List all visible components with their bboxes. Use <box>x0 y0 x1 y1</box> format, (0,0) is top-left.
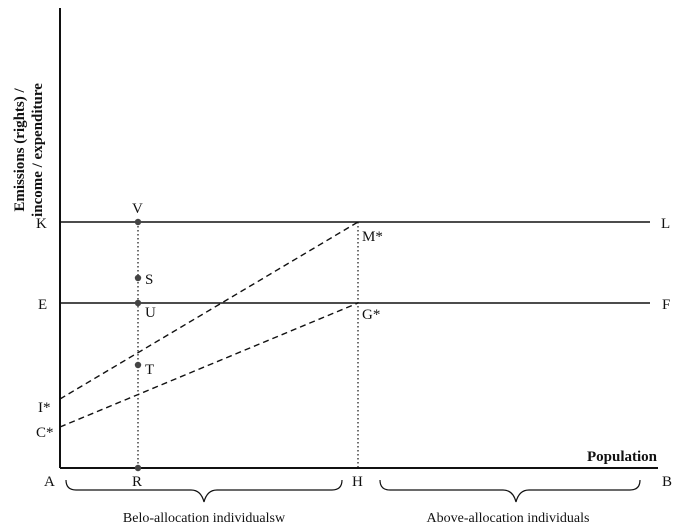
caption-above-allocation: Above-allocation individuals <box>427 511 590 526</box>
label-s: S <box>145 272 153 288</box>
point-t-dot <box>134 361 142 369</box>
point-r-dot <box>134 464 142 472</box>
caption-below-allocation: Belo-allocation individualsw <box>123 511 286 526</box>
dashed-line-i-m <box>59 221 359 400</box>
label-k: K <box>36 216 47 232</box>
label-b: B <box>662 474 672 490</box>
label-e: E <box>38 297 47 313</box>
label-g-star: G* <box>362 307 380 323</box>
y-axis-label-line2: income / expenditure <box>30 83 46 217</box>
dashed-line-c-g <box>59 302 359 428</box>
point-u-dot <box>134 299 142 307</box>
point-s-dot <box>134 274 142 282</box>
label-m-star: M* <box>362 229 383 245</box>
label-l: L <box>661 216 670 232</box>
brace-below-allocation <box>65 479 343 503</box>
label-c-star: C* <box>36 425 54 441</box>
label-h: H <box>352 474 363 490</box>
label-a: A <box>44 474 55 490</box>
point-v-dot <box>134 218 142 226</box>
label-t: T <box>145 362 154 378</box>
x-axis-label: Population <box>587 449 658 465</box>
label-f: F <box>662 297 670 313</box>
label-r: R <box>132 474 142 490</box>
label-u: U <box>145 305 156 321</box>
label-i-star: I* <box>38 400 51 416</box>
brace-above-allocation <box>379 479 641 503</box>
y-axis-label-line1: Emissions (rights) / <box>12 88 28 212</box>
label-v: V <box>132 201 143 217</box>
